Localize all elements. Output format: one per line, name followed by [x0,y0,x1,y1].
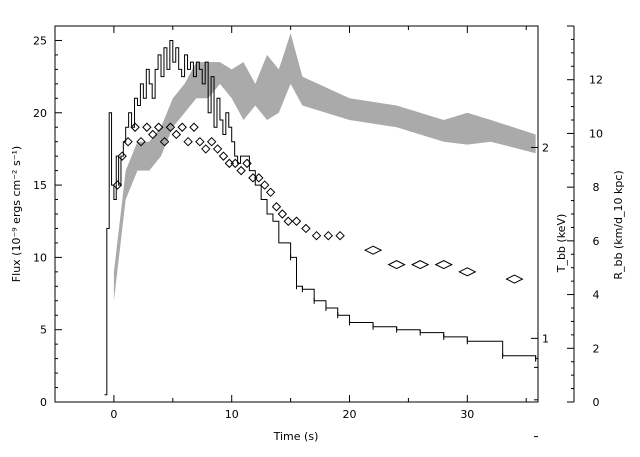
temperature-diamond [136,136,146,147]
temperature-diamond [224,158,235,169]
y-tick-label-left: 0 [40,396,47,409]
y-tick-label-T: 1 [542,332,549,345]
temperature-diamond [165,122,176,132]
x-axis-label: Time (s) [273,430,319,443]
y-axis-label-R: R_bb (km/d_10 kpc) [612,170,625,279]
temperature-diamond [387,260,406,270]
temperature-diamond [277,209,288,219]
temperature-diamond [271,202,282,212]
y-tick-label-R: 4 [593,289,600,302]
temperature-diamond [236,165,246,176]
temperature-diamond [195,136,205,147]
temperature-diamond [411,260,430,270]
x-tick-label: 0 [110,408,117,421]
temperature-diamond [206,136,217,147]
temperature-diamond [153,122,164,132]
temperature-diamond [177,122,187,132]
temperature-diamond [230,158,240,169]
x-tick-label: 30 [460,408,474,421]
temperature-diamond [458,267,477,277]
y-tick-label-left: 10 [33,251,47,264]
temperature-diamond [434,260,453,270]
temperature-diamond [323,230,334,241]
temperature-diamond [363,245,383,255]
temperature-diamond [112,180,123,190]
y-tick-label-left: 15 [33,179,47,192]
temperature-diamond [130,122,140,132]
temperature-diamond [189,122,199,132]
temperature-diamond [142,122,152,132]
temperature-diamond [148,129,158,140]
y-tick-label-R: 2 [593,342,600,355]
temperature-diamond [159,136,170,147]
y-tick-label-R: 6 [593,235,600,248]
y-tick-label-left: 25 [33,34,47,47]
y-tick-label-R: 10 [589,127,603,140]
temperature-diamond [505,274,524,284]
temperature-diamond [259,180,270,190]
y-tick-label-R: 0 [593,396,600,409]
y-tick-label-R: 8 [593,181,600,194]
temperature-diamond [265,187,276,198]
x-tick-label: 10 [225,408,239,421]
y-axis-label-left: Flux (10⁻⁹ ergs cm⁻² s⁻¹) [10,146,23,282]
temperature-diamond [117,151,127,161]
temperature-diamond [291,216,302,226]
temperature-diamond [242,158,252,169]
y-tick-label-left: 5 [40,324,47,337]
temperature-diamond [123,136,133,147]
temperature-diamond [183,136,193,147]
x-tick-label: 20 [343,408,357,421]
temperature-diamond [218,151,229,161]
temperature-diamond [212,144,223,154]
temperature-diamond [171,129,182,140]
temperature-diamond [311,230,322,241]
y-tick-label-R: 12 [589,74,603,87]
temperature-diamond [335,230,345,241]
radius-band [113,33,536,301]
chart-marks [104,33,538,396]
y-axis-label-T: T_bb (keV) [555,214,568,274]
temperature-diamond [254,173,264,183]
temperature-diamond [283,216,293,226]
y-tick-label-left: 20 [33,107,47,120]
temperature-diamond [201,144,211,154]
y-tick-label-T: 2 [542,141,549,154]
temperature-diamond [248,173,258,183]
temperature-diamond [301,223,311,234]
